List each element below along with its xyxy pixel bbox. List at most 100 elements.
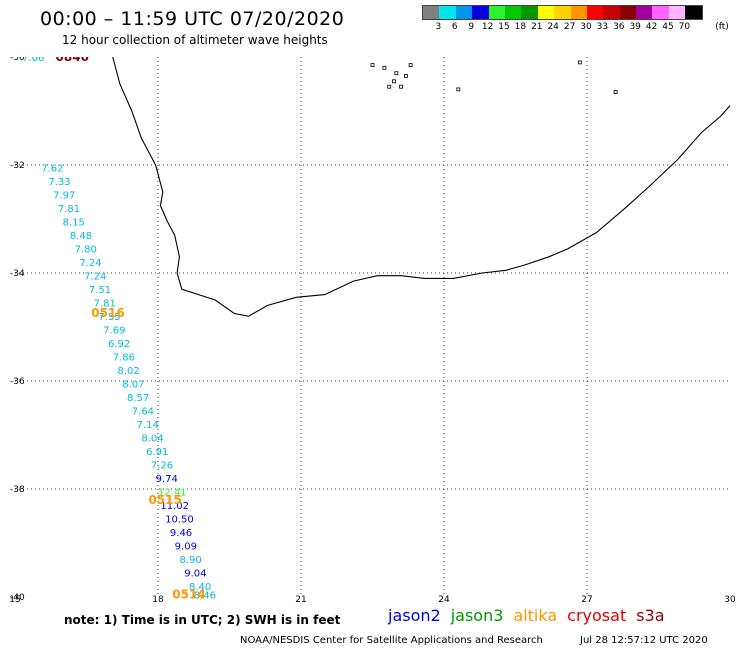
swh-readings-layer: 7.06 7.62 7.33 7.97 7.81 8.15 8.48 7.80 7.24 7.24…	[22, 57, 216, 601]
legend-label: 36	[613, 22, 625, 32]
island	[577, 60, 582, 65]
legend-label: 9	[468, 22, 475, 32]
swh-reading: 8.02	[117, 366, 139, 377]
legend-swatch	[554, 6, 571, 19]
legend-label: 70	[678, 22, 691, 32]
swh-reading: 6.92	[108, 339, 130, 350]
swh-reading: 7.26	[151, 461, 173, 472]
legend-label: 21	[531, 22, 543, 32]
legend-swatch	[455, 6, 473, 19]
island	[456, 87, 461, 92]
legend-labels: (ft) 3 6 9 12 15 18 21 24 27 30 33 36 39 42 45 70	[422, 22, 729, 34]
swh-reading: 7.64	[132, 407, 154, 418]
island	[394, 71, 399, 76]
swh-reading: 9.04	[184, 569, 206, 580]
legend-swatch	[504, 6, 522, 19]
track-times-layer: 0840 0516 0515 0514	[56, 57, 206, 601]
legend-swatch	[537, 6, 555, 19]
swh-reading: 12.41	[158, 488, 187, 499]
legend-swatch	[619, 6, 637, 19]
lat-tick-label: -36	[10, 377, 25, 387]
swh-reading: 8.40	[189, 582, 211, 593]
island	[408, 63, 413, 67]
footnote: note: 1) Time is in UTC; 2) SWH is in fe…	[64, 613, 341, 627]
legend-label: 42	[645, 22, 658, 32]
legend-swatch	[521, 6, 538, 19]
legend-label: 27	[563, 22, 576, 32]
page-title: 00:00 – 11:59 UTC 07/20/2020	[40, 8, 345, 30]
swh-reading: 6.91	[146, 447, 168, 458]
island	[399, 84, 404, 89]
legend-swatch	[488, 6, 505, 19]
swh-reading: 7.80	[75, 245, 97, 256]
satellite-name: cryosat	[567, 606, 627, 625]
lon-tick-label: 30	[724, 595, 735, 602]
swh-reading: 7.81	[58, 204, 80, 215]
legend-swatch	[685, 6, 702, 19]
legend-swatch	[586, 6, 604, 19]
swh-reading: 7.69	[103, 326, 125, 337]
swh-reading: 8.15	[63, 218, 85, 229]
swh-reading: 8.46	[194, 590, 216, 601]
legend-swatch	[423, 6, 440, 19]
lat-tick-label: -38	[10, 485, 25, 495]
legend-swatch	[472, 6, 489, 19]
legend-swatch	[570, 6, 587, 19]
swh-reading: 7.24	[84, 272, 106, 283]
coastline	[112, 57, 731, 317]
island	[382, 65, 387, 70]
swh-reading: 7.62	[41, 164, 63, 175]
swh-reading: 9.46	[170, 528, 192, 539]
legend-label: 12	[481, 22, 494, 32]
legend-swatch-bar	[422, 5, 703, 20]
swh-reading: 9.74	[156, 474, 178, 485]
swh-reading: 7.97	[53, 191, 75, 202]
satellite-name: jason2	[388, 606, 441, 625]
swh-reading: 7.24	[79, 258, 101, 269]
legend-swatch	[603, 6, 620, 19]
wave-height-map: 7.06 7.62 7.33 7.97 7.81 8.15 8.48 7.80 7.24 7.24…	[10, 57, 735, 602]
legend-label: 3	[435, 22, 442, 32]
legend-swatch	[439, 6, 456, 19]
swh-reading: 8.90	[179, 555, 201, 566]
lat-tick-label: -40	[10, 593, 25, 602]
track-time-label: 0840	[56, 57, 89, 64]
island	[613, 90, 618, 94]
swh-reading: 7.81	[94, 299, 116, 310]
island	[392, 79, 396, 84]
legend-label: 39	[629, 22, 641, 32]
generated-timestamp: Jul 28 12:57:12 UTC 2020	[580, 635, 708, 646]
island	[403, 73, 408, 78]
swh-reading: 7.14	[137, 420, 159, 431]
legend-label: 24	[547, 22, 559, 32]
legend-swatch	[652, 6, 669, 19]
legend-label: 6	[451, 22, 458, 32]
swh-reading: 8.07	[122, 380, 144, 391]
track-time-label: 0515	[148, 493, 181, 507]
lon-tick-label: 18	[152, 595, 164, 602]
lat-tick-label: -30	[10, 57, 25, 63]
swh-reading: 9.09	[175, 542, 197, 553]
track-time-label: 0514	[172, 587, 205, 601]
color-legend: (ft) 3 6 9 12 15 18 21 24 27 30 33 36 39 42 45 70	[422, 5, 729, 34]
lon-tick-label: 24	[438, 595, 450, 602]
island	[370, 63, 375, 67]
satellite-name: s3a	[636, 606, 665, 625]
legend-label: 33	[596, 22, 609, 32]
swh-reading: 7.51	[89, 285, 111, 296]
swh-reading: 7.86	[113, 353, 135, 364]
satellite-name: altika	[513, 606, 558, 625]
satellite-legend: jason2 jason3 altika cryosat s3a	[388, 606, 675, 625]
coastline-layer	[112, 57, 731, 317]
legend-label: 30	[580, 22, 592, 32]
legend-label: 45	[662, 22, 674, 32]
track-time-label: 0516	[91, 306, 124, 320]
page-subtitle: 12 hour collection of altimeter wave hei…	[62, 33, 328, 47]
swh-reading: 7.06	[22, 57, 44, 64]
swh-reading: 8.04	[141, 434, 163, 445]
lon-tick-label: 21	[295, 595, 306, 602]
credit-text: NOAA/NESDIS Center for Satellite Applica…	[240, 635, 543, 646]
satellite-name: jason3	[450, 606, 504, 625]
lon-tick-label: 27	[581, 595, 592, 602]
